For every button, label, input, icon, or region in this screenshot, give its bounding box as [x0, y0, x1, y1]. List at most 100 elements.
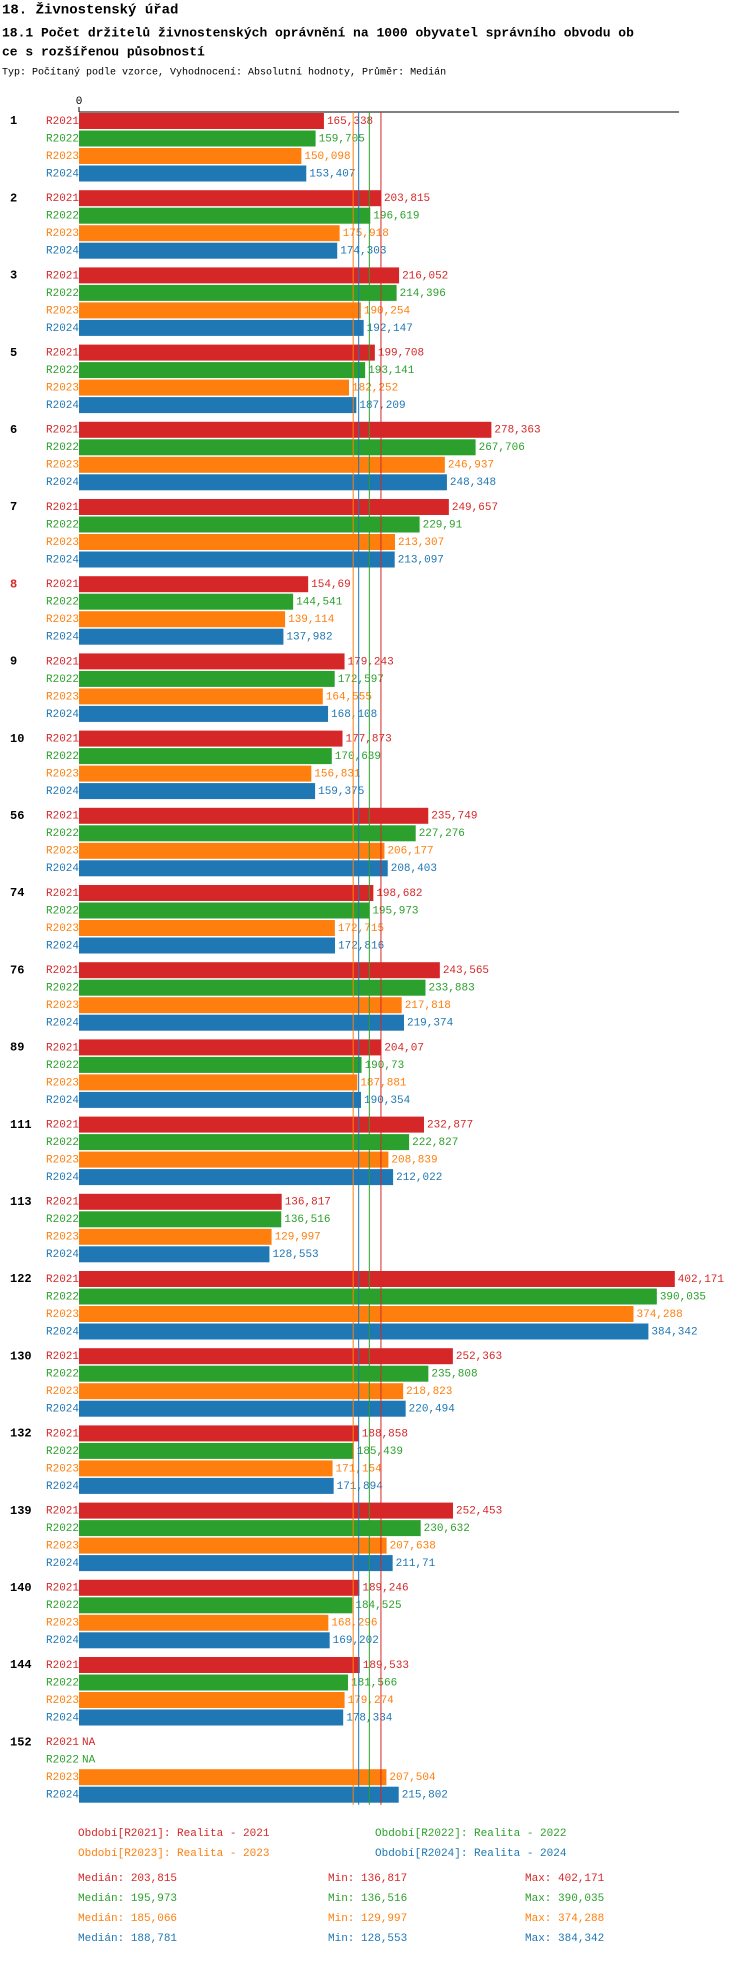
- bar: [79, 130, 316, 147]
- value-label: 175,918: [343, 228, 389, 240]
- stat-label: Max:: [525, 1933, 551, 1945]
- value-label: 136,516: [284, 1214, 330, 1226]
- category-label: 113: [10, 1195, 32, 1209]
- legend-entry: Období[R2023]: Realita - 2023: [78, 1848, 269, 1860]
- stat-value: 128,553: [361, 1933, 407, 1945]
- value-label: NA: [82, 1755, 96, 1767]
- series-row-label: R2022: [46, 674, 79, 686]
- series-row-label: R2024: [46, 786, 79, 798]
- bar: [79, 576, 309, 593]
- stat-value: 188,781: [131, 1933, 178, 1945]
- category-label: 122: [10, 1272, 32, 1286]
- stat-median: Medián: 195,973: [78, 1893, 177, 1905]
- series-row-label: R2021: [46, 1428, 79, 1440]
- chart-subtitle: ce s rozšířenou působností: [2, 44, 205, 59]
- value-label: 213,097: [398, 554, 444, 566]
- series-row-label: R2023: [46, 1232, 79, 1244]
- value-label: 195,973: [372, 905, 418, 917]
- bar: [79, 1786, 399, 1803]
- bar: [79, 1579, 360, 1596]
- series-row-label: R2023: [46, 228, 79, 240]
- value-label: 278,363: [494, 425, 540, 437]
- series-row-label: R2024: [46, 1558, 79, 1570]
- series-row-label: R2021: [46, 270, 79, 282]
- bar: [79, 1091, 362, 1108]
- value-label: 235,749: [431, 811, 477, 823]
- series-row-label: R2022: [46, 597, 79, 609]
- value-label: 139,114: [288, 614, 335, 626]
- series-row-label: R2022: [46, 1600, 79, 1612]
- value-label: 390,035: [660, 1291, 706, 1303]
- value-label: 164,555: [326, 691, 372, 703]
- stat-label: Max:: [525, 1913, 551, 1925]
- value-label: 196,619: [373, 211, 419, 223]
- value-label: 220,494: [409, 1404, 456, 1416]
- bar: [79, 1614, 329, 1631]
- series-row-label: R2023: [46, 1772, 79, 1784]
- series-row-label: R2023: [46, 537, 79, 549]
- bar: [79, 1039, 382, 1056]
- value-label: 216,052: [402, 270, 448, 282]
- value-label: 189,533: [363, 1660, 409, 1672]
- value-label: 171,894: [337, 1481, 384, 1493]
- value-label: 187,881: [360, 1077, 407, 1089]
- stat-label: Medián:: [78, 1933, 124, 1945]
- category-label: 89: [10, 1041, 24, 1055]
- bar: [79, 421, 492, 438]
- bar: [79, 1692, 345, 1708]
- value-label: 222,827: [412, 1137, 458, 1149]
- bar: [79, 1460, 333, 1477]
- value-label: 206,177: [387, 846, 433, 858]
- series-row-label: R2021: [46, 579, 79, 591]
- value-label: 159,705: [319, 133, 365, 145]
- series-row-label: R2021: [46, 1197, 79, 1209]
- bar: [79, 1211, 282, 1228]
- stat-value: 195,973: [131, 1893, 177, 1905]
- bar: [79, 962, 440, 979]
- value-label: 229,91: [423, 519, 463, 531]
- series-row-label: R2021: [46, 888, 79, 900]
- series-row-label: R2023: [46, 769, 79, 781]
- series-row-label: R2024: [46, 323, 79, 335]
- bar: [79, 688, 323, 705]
- legend-entry: Období[R2024]: Realita - 2024: [375, 1848, 567, 1860]
- category-label: 10: [10, 732, 24, 746]
- bar: [79, 748, 332, 765]
- value-label: 218,823: [406, 1386, 452, 1398]
- value-label: 154,69: [311, 579, 351, 591]
- series-row-label: R2021: [46, 425, 79, 437]
- bar: [79, 1769, 387, 1786]
- value-label: 153,407: [309, 168, 355, 180]
- category-label: 140: [10, 1581, 32, 1595]
- value-label: 190,354: [364, 1095, 411, 1107]
- bar: [79, 825, 416, 842]
- series-row-label: R2022: [46, 828, 79, 840]
- series-row-label: R2021: [46, 116, 79, 128]
- bar: [79, 1383, 404, 1400]
- value-label: 215,802: [402, 1790, 448, 1802]
- value-label: 168,108: [331, 709, 377, 721]
- series-row-label: R2024: [46, 246, 79, 258]
- bar: [79, 705, 329, 722]
- series-row-label: R2024: [46, 709, 79, 721]
- series-row-label: R2021: [46, 502, 79, 514]
- series-row-label: R2024: [46, 863, 79, 875]
- value-label: 192,147: [367, 323, 413, 335]
- category-label: 132: [10, 1427, 32, 1441]
- series-row-label: R2024: [46, 1635, 79, 1647]
- stat-value: 374,288: [558, 1913, 604, 1925]
- series-row-label: R2024: [46, 940, 79, 952]
- value-label: 190,254: [364, 305, 411, 317]
- series-row-label: R2021: [46, 734, 79, 746]
- stat-label: Medián:: [78, 1893, 124, 1905]
- value-label: 165,338: [327, 116, 373, 128]
- value-label: 182,252: [352, 383, 398, 395]
- value-label: 214,396: [400, 288, 446, 300]
- series-row-label: R2023: [46, 151, 79, 163]
- series-row-label: R2022: [46, 1755, 79, 1767]
- series-row-label: R2022: [46, 1291, 79, 1303]
- bar: [79, 1520, 421, 1537]
- bar: [79, 730, 343, 747]
